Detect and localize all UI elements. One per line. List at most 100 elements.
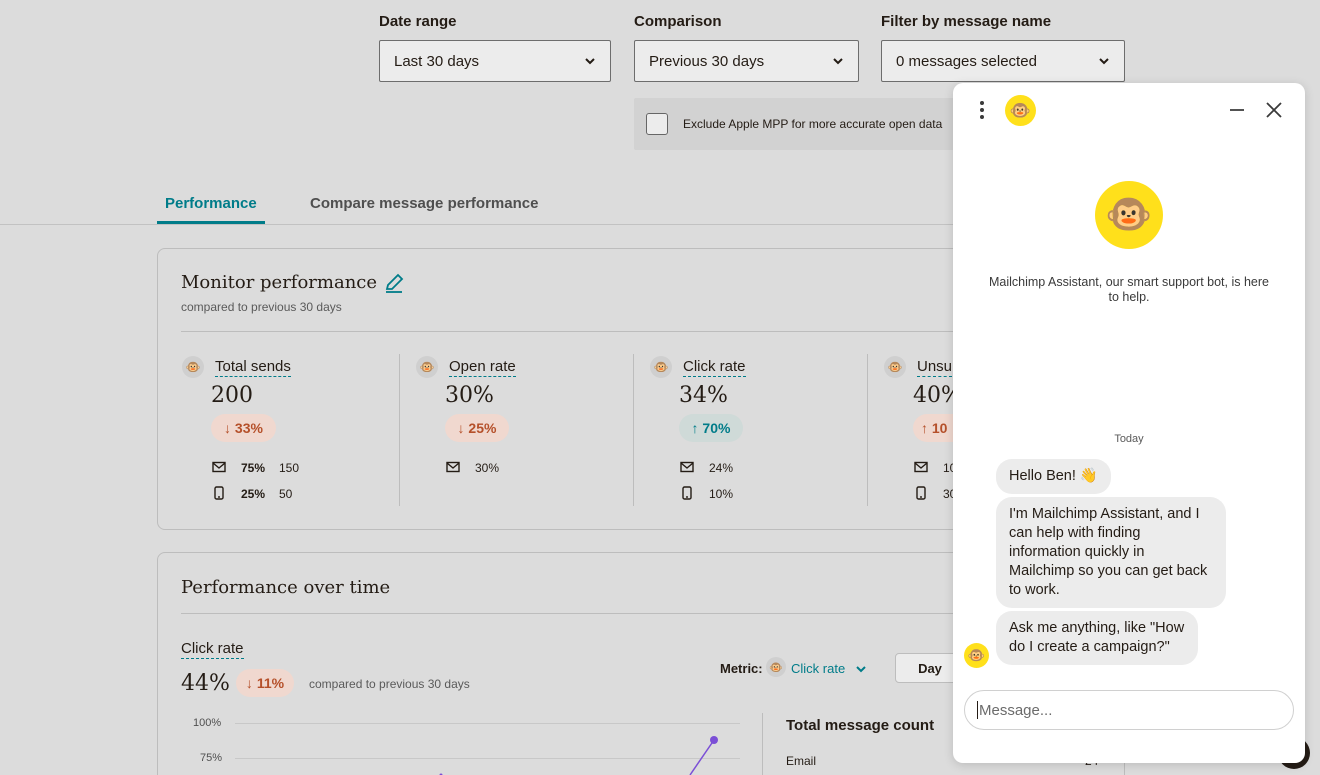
active-tab-indicator [157, 221, 265, 224]
metric-label-total-sends[interactable]: Total sends [215, 358, 291, 377]
metric-picker-value[interactable]: Click rate [791, 661, 846, 676]
change-badge-down: ↓ 25% [445, 414, 509, 442]
mailchimp-logo-icon: 🐵 [884, 356, 906, 378]
more-options-icon[interactable] [977, 100, 987, 120]
email-rate: 30% [475, 461, 500, 475]
bot-avatar: 🐵 [964, 643, 989, 668]
chart-metric-value: 44% [181, 671, 230, 696]
mobile-icon [682, 486, 692, 500]
chat-message-bubble: Hello Ben! 👋 [996, 459, 1111, 494]
change-value: 33% [234, 420, 263, 436]
total-row-label: Email [786, 754, 817, 768]
divider [399, 354, 400, 506]
email-rate: 24% [709, 461, 734, 475]
series-line [689, 739, 715, 775]
divider [762, 713, 763, 775]
metric-value: 30% [445, 383, 494, 408]
change-badge-down: ↓ 11% [236, 669, 294, 697]
mailchimp-logo-icon: 🐵 [1005, 95, 1036, 126]
date-divider: Today [1114, 433, 1144, 445]
mailchimp-logo-icon: 🐵 [766, 657, 786, 677]
email-share-pct: 75% [241, 461, 266, 475]
chat-input-placeholder: Message... [979, 701, 1053, 719]
chat-message-input[interactable]: Message... [964, 690, 1294, 730]
y-tick-label: 100% [193, 717, 222, 729]
metric-label-click-rate[interactable]: Click rate [683, 358, 746, 377]
exclude-mpp-panel [634, 98, 964, 150]
email-count: 150 [279, 461, 300, 475]
date-range-value: Last 30 days [394, 52, 480, 70]
mailchimp-logo-icon: 🐵 [650, 356, 672, 378]
comparison-select[interactable]: Previous 30 days [634, 40, 859, 82]
change-value: 10 [931, 420, 948, 436]
date-range-label: Date range [379, 13, 457, 30]
mobile-icon [916, 486, 926, 500]
metric-label-unsubscribes[interactable]: Unsu [917, 358, 953, 377]
message-filter-value: 0 messages selected [896, 52, 1037, 70]
divider [633, 354, 634, 506]
divider [867, 354, 868, 506]
metric-label-open-rate[interactable]: Open rate [449, 358, 516, 377]
arrow-down-icon: ↓ [245, 675, 257, 691]
tab-performance[interactable]: Performance [165, 195, 257, 212]
text-cursor [977, 701, 978, 719]
message-filter-label: Filter by message name [881, 13, 1052, 30]
tab-compare-message-performance[interactable]: Compare message performance [310, 195, 539, 212]
gridline [235, 758, 740, 759]
mobile-share-pct: 25% [241, 487, 266, 501]
mailchimp-logo-icon: 🐵 [416, 356, 438, 378]
gridline [235, 723, 740, 724]
metric-value: 200 [211, 383, 253, 408]
total-count-title: Total message count [786, 717, 935, 734]
over-time-title: Performance over time [181, 577, 391, 598]
chart-metric-label[interactable]: Click rate [181, 640, 244, 659]
monitor-performance-card [157, 248, 977, 530]
minimize-icon[interactable] [1228, 102, 1246, 118]
chat-message-bubble: Ask me anything, like "How do I create a… [996, 611, 1198, 665]
metric-picker-label: Metric: [720, 661, 763, 676]
bot-intro-text: Mailchimp Assistant, our smart support b… [989, 275, 1269, 304]
mail-icon [680, 461, 694, 473]
arrow-up-icon: ↑ [921, 420, 932, 436]
arrow-down-icon: ↓ [457, 420, 469, 436]
close-icon[interactable] [1265, 101, 1283, 119]
mobile-icon [214, 486, 224, 500]
exclude-mpp-label: Exclude Apple MPP for more accurate open… [683, 117, 943, 131]
mail-icon [446, 461, 460, 473]
chart-compare-text: compared to previous 30 days [309, 677, 470, 691]
divider [181, 613, 961, 614]
change-badge-up: ↑ 70% [679, 414, 743, 442]
message-filter-select[interactable]: 0 messages selected [881, 40, 1125, 82]
chat-assistant-panel: 🐵 🐵 Mailchimp Assistant, our smart suppo… [953, 83, 1305, 763]
monitor-subtitle: compared to previous 30 days [181, 300, 342, 314]
mobile-rate: 10% [709, 487, 734, 501]
mail-icon [914, 461, 928, 473]
line-chart [439, 736, 718, 775]
mail-icon [212, 461, 226, 473]
y-tick-label: 75% [200, 752, 223, 764]
exclude-mpp-checkbox[interactable] [646, 113, 668, 135]
chevron-down-icon[interactable] [855, 663, 867, 675]
mobile-count: 50 [279, 487, 293, 501]
mailchimp-logo-icon: 🐵 [182, 356, 204, 378]
arrow-up-icon: ↑ [691, 420, 703, 436]
change-badge-down: ↓ 33% [211, 414, 276, 442]
arrow-down-icon: ↓ [224, 420, 235, 436]
edit-pencil-icon[interactable] [383, 272, 405, 294]
data-point [710, 736, 718, 744]
comparison-label: Comparison [634, 13, 722, 30]
mailchimp-logo-icon: 🐵 [1095, 181, 1163, 249]
date-range-select[interactable]: Last 30 days [379, 40, 611, 82]
divider [181, 331, 961, 332]
chevron-down-icon [585, 58, 595, 65]
metric-value: 34% [679, 383, 728, 408]
tabs-divider [0, 224, 960, 225]
monitor-title: Monitor performance [181, 272, 378, 293]
comparison-value: Previous 30 days [649, 52, 765, 70]
change-value: 11% [256, 675, 285, 691]
chevron-down-icon [833, 58, 843, 65]
change-value: 25% [468, 420, 497, 436]
chevron-down-icon [1099, 58, 1109, 65]
chat-message-bubble: I'm Mailchimp Assistant, and I can help … [996, 497, 1226, 608]
change-value: 70% [702, 420, 731, 436]
